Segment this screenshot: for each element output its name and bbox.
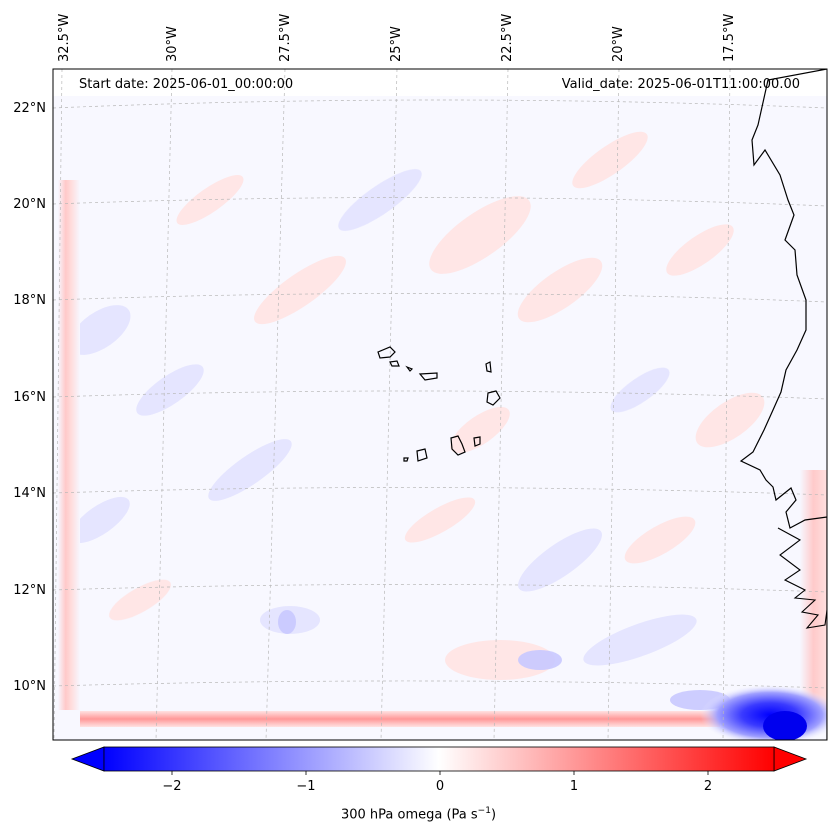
colorbar-tick: 2 [704, 779, 712, 794]
colorbar-title-exponent: −1 [477, 806, 491, 816]
lon-label: 32.5°W [57, 14, 72, 62]
lat-label: 22°N [13, 101, 46, 116]
longitude-labels: 32.5°W 30°W 27.5°W 25°W 22.5°W 20°W 17.5… [57, 14, 737, 62]
colorbar-tick: −2 [162, 779, 181, 794]
cape-verde-islands [377, 346, 501, 462]
colorbar-tick: 1 [570, 779, 578, 794]
valid-date-label: Valid_date: 2025-06-01T11:00:00.00 [561, 77, 800, 92]
lon-label: 30°W [165, 26, 180, 62]
colorbar-title: 300 hPa omega (Pa s−1) [0, 806, 837, 822]
map-frame [52, 68, 828, 741]
colorbar-title-main: 300 hPa omega (Pa s [340, 807, 478, 823]
africa-coastline [739, 69, 827, 740]
start-date-label: Start date: 2025-06-01_00:00:00 [79, 77, 294, 92]
colorbar: −2 −1 0 1 2 [70, 746, 808, 794]
colorbar-gradient [103, 746, 775, 772]
lon-label: 20°W [611, 26, 626, 62]
omega-field [53, 69, 827, 740]
colorbar-max-extend [773, 746, 808, 772]
lon-label: 25°W [389, 26, 404, 62]
latitude-labels: 22°N 20°N 18°N 16°N 14°N 12°N 10°N [13, 101, 46, 694]
lat-label: 10°N [13, 679, 46, 694]
colorbar-tick: 0 [436, 779, 444, 794]
lat-label: 16°N [13, 390, 46, 405]
lon-label: 22.5°W [500, 14, 515, 62]
lat-label: 12°N [13, 583, 46, 598]
lat-label: 18°N [13, 293, 46, 308]
colorbar-tick: −1 [296, 779, 315, 794]
lat-label: 20°N [13, 197, 46, 212]
lon-label: 27.5°W [278, 14, 293, 62]
colorbar-min-extend [70, 746, 105, 772]
lon-label: 17.5°W [722, 14, 737, 62]
lat-label: 14°N [13, 486, 46, 501]
colorbar-title-close: ) [490, 807, 497, 823]
